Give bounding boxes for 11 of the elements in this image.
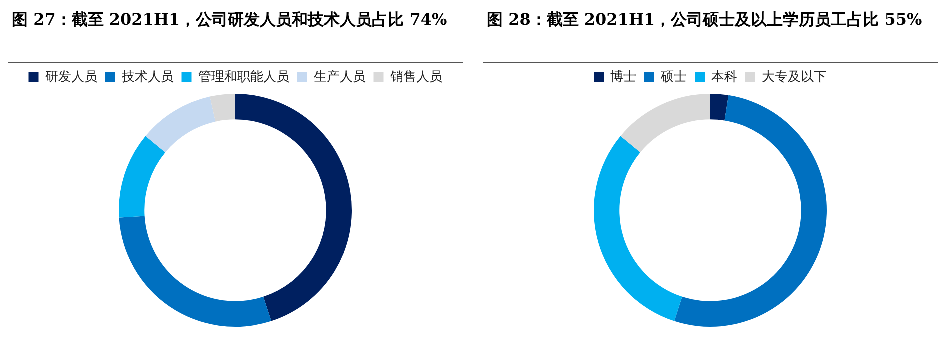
chart-title: 图 27：截至 2021H1，公司研发人员和技术人员占比 74% [8, 8, 463, 63]
chart-title: 图 28：截至 2021H1，公司硕士及以上学历员工占比 55% [483, 8, 938, 63]
legend-label: 博士 [610, 70, 636, 85]
legend-label: 管理和职能人员 [198, 70, 290, 85]
legend-label: 本科 [712, 70, 738, 85]
legend-label: 销售人员 [389, 70, 442, 85]
legend-label: 技术人员 [120, 70, 174, 85]
legend-label: 研发人员 [45, 70, 98, 85]
legend-label: 生产人员 [314, 70, 366, 85]
legend-label: 大专及以下 [762, 70, 827, 85]
legend-label: 硕士 [660, 70, 687, 85]
